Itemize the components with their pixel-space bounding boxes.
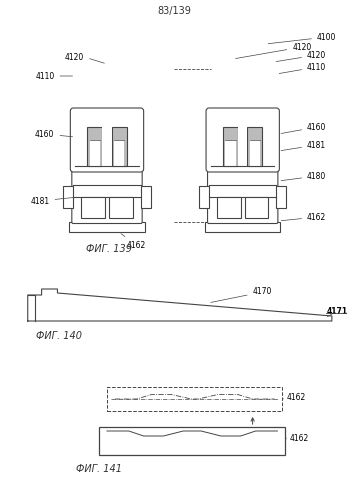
FancyBboxPatch shape bbox=[72, 166, 142, 224]
Text: 4110: 4110 bbox=[279, 62, 327, 73]
Text: 4162: 4162 bbox=[282, 393, 306, 402]
FancyBboxPatch shape bbox=[206, 108, 279, 172]
Text: ФИГ. 140: ФИГ. 140 bbox=[36, 331, 83, 341]
Bar bbox=[107, 387, 282, 411]
Text: ФИГ. 139: ФИГ. 139 bbox=[86, 244, 132, 254]
Bar bbox=[69, 222, 145, 232]
Text: 4170: 4170 bbox=[211, 287, 272, 302]
FancyBboxPatch shape bbox=[208, 166, 278, 224]
Text: 83/139: 83/139 bbox=[157, 6, 191, 16]
Text: 4110: 4110 bbox=[35, 71, 72, 80]
Bar bbox=[102, 127, 112, 166]
Text: 4181: 4181 bbox=[30, 197, 76, 206]
Bar bbox=[238, 127, 247, 166]
Bar bbox=[205, 222, 280, 232]
Bar bbox=[199, 186, 209, 208]
Bar bbox=[250, 140, 260, 166]
Text: 4181: 4181 bbox=[281, 141, 326, 151]
Bar bbox=[99, 427, 285, 455]
Bar bbox=[109, 197, 133, 218]
Text: 4162: 4162 bbox=[121, 234, 146, 250]
Text: 4160: 4160 bbox=[35, 130, 72, 139]
Text: 4120: 4120 bbox=[65, 52, 104, 63]
Text: 4171: 4171 bbox=[327, 306, 348, 317]
Text: 4120: 4120 bbox=[276, 50, 327, 61]
Bar bbox=[88, 127, 102, 166]
Bar bbox=[223, 127, 238, 166]
Text: 4162: 4162 bbox=[285, 434, 309, 443]
Bar bbox=[247, 127, 262, 166]
Text: 4160: 4160 bbox=[281, 122, 327, 134]
Bar bbox=[82, 197, 105, 218]
Bar bbox=[112, 127, 126, 166]
Text: 4120: 4120 bbox=[235, 42, 311, 58]
Bar bbox=[90, 140, 100, 166]
Text: ФИГ. 141: ФИГ. 141 bbox=[76, 464, 122, 474]
FancyBboxPatch shape bbox=[70, 108, 144, 172]
Bar bbox=[245, 197, 268, 218]
Text: 4100: 4100 bbox=[268, 32, 336, 44]
Bar bbox=[114, 140, 124, 166]
Bar bbox=[217, 197, 241, 218]
Text: 4162: 4162 bbox=[281, 213, 327, 222]
Bar bbox=[226, 140, 236, 166]
Bar bbox=[276, 186, 286, 208]
Polygon shape bbox=[28, 289, 332, 321]
Bar bbox=[141, 186, 151, 208]
Bar bbox=[64, 186, 73, 208]
Text: 4180: 4180 bbox=[281, 172, 327, 181]
